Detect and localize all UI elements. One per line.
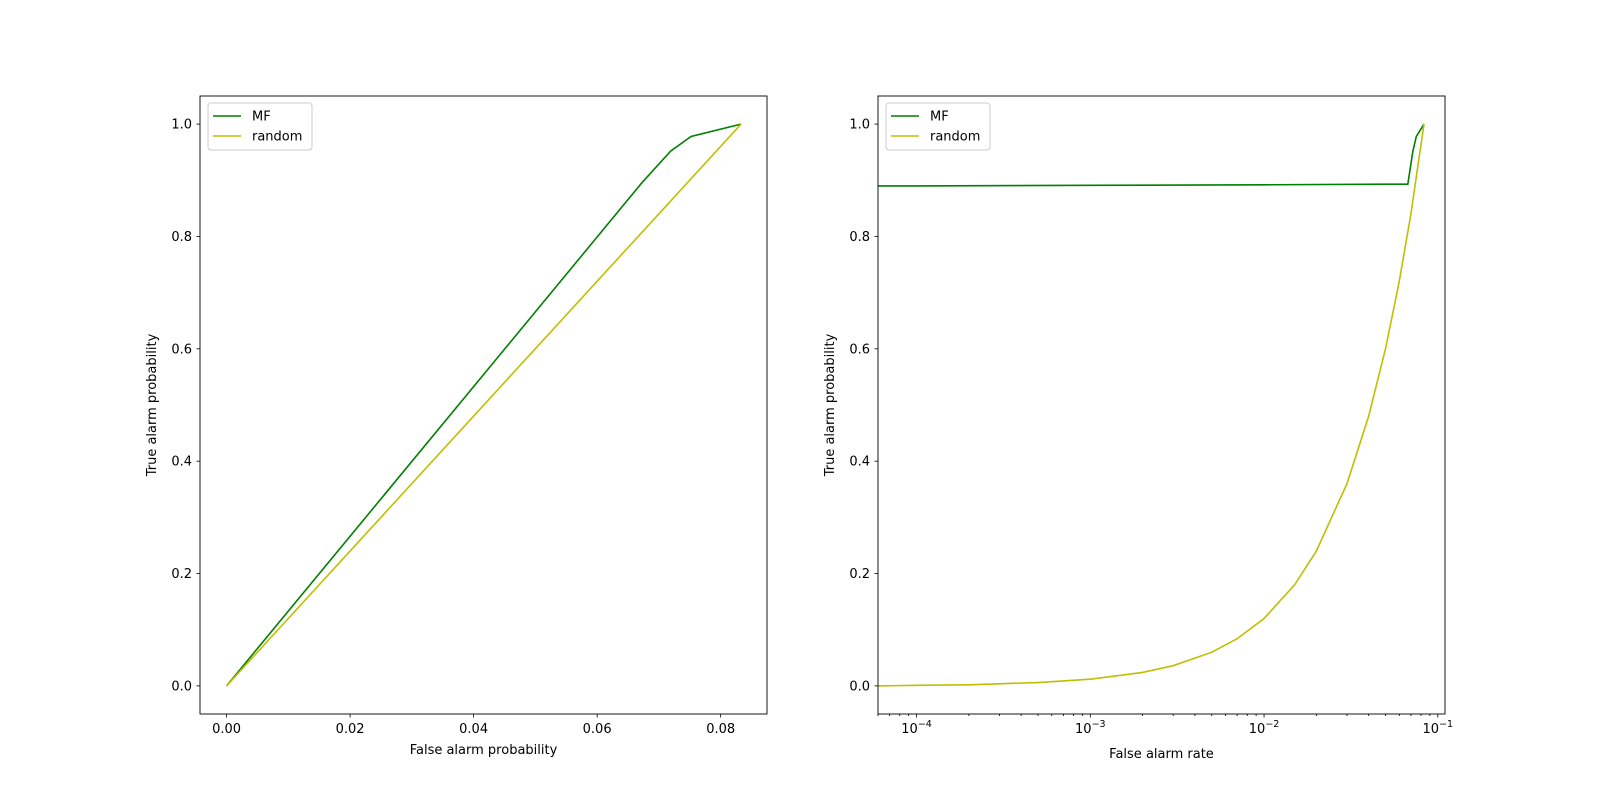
legend: MF random bbox=[207, 102, 313, 151]
legend-label-random: random bbox=[930, 130, 980, 145]
y-tick-label: 0.2 bbox=[849, 567, 870, 582]
y-axis-label: True alarm probability bbox=[823, 333, 838, 477]
y-tick-label: 1.0 bbox=[849, 118, 870, 133]
axes-frame bbox=[199, 95, 768, 715]
y-tick-label: 0.6 bbox=[849, 342, 870, 357]
chart-panel-1: 0.00 0.02 0.04 0.06 0.08 0.0 0.2 0.4 0.6 0.8 1.0 Fa… bbox=[145, 95, 768, 758]
y-tick-label: 0.2 bbox=[171, 567, 192, 582]
x-tick-label: 0.00 bbox=[212, 722, 241, 737]
legend-label-mf: MF bbox=[930, 110, 949, 125]
x-tick-label: 10−1 bbox=[1423, 719, 1454, 737]
legend: MF random bbox=[885, 102, 991, 151]
y-tick-label: 0.4 bbox=[849, 455, 870, 470]
legend-box bbox=[207, 102, 313, 151]
series-line-random bbox=[225, 123, 742, 687]
axes-frame bbox=[877, 95, 1446, 715]
y-tick-label: 0.8 bbox=[171, 230, 192, 245]
y-tick-label: 0.4 bbox=[171, 455, 192, 470]
x-tick-label: 0.04 bbox=[459, 722, 488, 737]
series-line-mf bbox=[225, 123, 742, 687]
y-tick-label: 1.0 bbox=[171, 118, 192, 133]
series-line-mf bbox=[878, 123, 1425, 187]
legend-label-mf: MF bbox=[252, 110, 271, 125]
x-axis-label: False alarm probability bbox=[410, 743, 558, 758]
x-tick-label: 0.08 bbox=[706, 722, 735, 737]
y-tick-label: 0.0 bbox=[849, 679, 870, 694]
x-axis-label: False alarm rate bbox=[1109, 747, 1214, 762]
y-tick-label: 0.0 bbox=[171, 679, 192, 694]
series-line-random bbox=[878, 123, 1425, 687]
y-tick-label: 0.6 bbox=[171, 342, 192, 357]
legend-box bbox=[885, 102, 991, 151]
x-tick-label: 10−4 bbox=[901, 719, 932, 737]
legend-label-random: random bbox=[252, 130, 302, 145]
x-tick-label: 10−3 bbox=[1075, 719, 1106, 737]
chart-panel-2: 10−4 10−3 10−2 10−1 0.0 0.2 0.4 0.6 0.8 1.0 False … bbox=[823, 95, 1454, 762]
y-tick-label: 0.8 bbox=[849, 230, 870, 245]
x-tick-label: 0.06 bbox=[583, 722, 612, 737]
x-tick-label: 0.02 bbox=[336, 722, 365, 737]
y-axis-label: True alarm probability bbox=[145, 333, 160, 477]
x-tick-label: 10−2 bbox=[1249, 719, 1280, 737]
